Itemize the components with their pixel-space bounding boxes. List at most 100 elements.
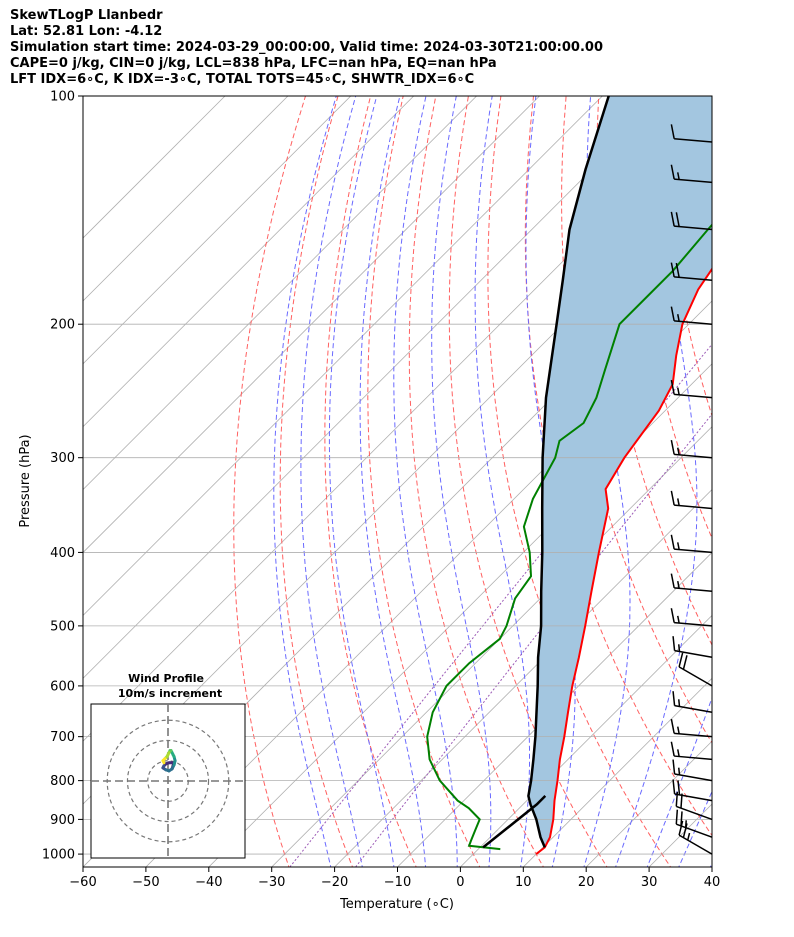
moist-adiabat-line — [359, 96, 427, 867]
barb-staff — [674, 793, 713, 802]
y-axis-ticks: 1000 900 800 700 600 500 400 300 200 100 — [42, 90, 83, 863]
barb-staff — [678, 834, 713, 855]
barb-staff — [674, 704, 713, 713]
barb-full-flag — [675, 212, 680, 227]
wind-barb — [670, 164, 713, 184]
wind-barb — [670, 211, 713, 231]
y-tick-label: 1000 — [42, 848, 75, 863]
moist-adiabat-line — [328, 96, 395, 867]
x-tick-label: 20 — [578, 875, 595, 890]
wind-barb — [670, 306, 713, 325]
shaded-area — [528, 96, 712, 855]
isotherm-line — [83, 96, 226, 239]
barb-full-flag — [680, 811, 683, 826]
wind-barb — [670, 490, 713, 510]
barb-staff — [674, 393, 713, 399]
barb-staff — [674, 225, 713, 231]
y-tick-label: 900 — [50, 813, 75, 828]
y-tick-label: 200 — [50, 318, 75, 333]
barb-half-flag — [677, 726, 680, 734]
x-tick-label: 40 — [704, 875, 721, 890]
moist-adiabat-line — [709, 862, 712, 867]
barb-full-flag — [670, 262, 675, 278]
dry-adiabat-line — [408, 96, 544, 867]
barb-staff — [674, 621, 713, 627]
wind-barb — [670, 379, 713, 399]
x-tick-label: −50 — [132, 875, 159, 890]
moist-adiabat-line — [474, 96, 530, 867]
wind-barb — [672, 779, 713, 802]
dry-adiabat-line — [663, 96, 712, 418]
hodograph-title: Wind Profile — [128, 672, 204, 685]
barb-full-flag — [675, 262, 680, 278]
barb-staff — [674, 649, 713, 658]
isotherm-line — [271, 426, 712, 867]
hodograph-rings — [91, 704, 245, 858]
wind-barb — [672, 636, 713, 658]
wind-barb — [670, 741, 713, 761]
moist-adiabat-line — [615, 96, 698, 867]
x-tick-label: 10 — [515, 875, 532, 890]
barb-full-flag — [678, 820, 684, 836]
x-tick-label: 30 — [641, 875, 658, 890]
barb-full-flag — [670, 306, 675, 322]
isotherm-line — [83, 96, 603, 616]
barb-full-flag — [670, 718, 675, 734]
moist-adiabat-line — [393, 96, 458, 867]
dry-adiabat-line — [762, 96, 794, 870]
x-tick-label: −40 — [195, 875, 222, 890]
dry-adiabat-line — [367, 96, 481, 867]
wind-barb — [678, 820, 713, 855]
isotherm-line — [83, 96, 352, 365]
barb-staff — [674, 276, 713, 281]
barb-full-flag — [670, 124, 675, 139]
barb-full-flag — [670, 608, 675, 623]
location-info: Lat: 52.81 Lon: -4.12 — [10, 24, 163, 39]
hodograph-segment — [161, 759, 166, 765]
hodograph-trace — [161, 749, 177, 773]
barb-full-flag — [670, 164, 675, 180]
wind-barb — [670, 262, 713, 281]
barb-full-flag — [670, 211, 675, 227]
barb-staff — [674, 504, 713, 510]
barb-staff — [674, 453, 713, 459]
y-axis-label: Pressure (hPa) — [18, 434, 33, 527]
barb-staff — [676, 823, 713, 838]
cape-cin-shading — [528, 96, 712, 855]
moist-adiabat-line — [273, 96, 337, 867]
barb-full-flag — [670, 379, 675, 395]
barb-full-flag — [672, 691, 676, 706]
wind-barb — [670, 573, 713, 592]
x-tick-label: −10 — [384, 875, 411, 890]
isotherm-line — [83, 96, 541, 554]
barb-staff — [674, 137, 713, 143]
barb-half-flag — [677, 581, 680, 589]
wind-barb — [670, 124, 713, 143]
isotherm-line — [83, 96, 478, 491]
parcel-dry-branch-line — [482, 795, 547, 849]
dry-adiabat-line — [524, 96, 712, 837]
barb-full-flag — [670, 573, 675, 589]
chart-title: SkewTLogP Llanbedr — [10, 8, 163, 23]
barb-full-flag — [670, 741, 675, 757]
barb-full-flag — [672, 779, 676, 795]
barb-half-flag — [684, 820, 687, 828]
y-tick-label: 100 — [50, 90, 75, 105]
wind-barb — [672, 691, 713, 713]
isotherm-line — [334, 489, 712, 867]
dry-adiabat-line — [448, 96, 608, 867]
barb-staff — [674, 773, 713, 782]
isotherm-line — [83, 96, 666, 679]
barb-half-flag — [687, 832, 691, 841]
barb-full-flag — [670, 439, 675, 455]
barb-full-flag — [670, 534, 675, 550]
x-tick-label: −30 — [258, 875, 285, 890]
barb-staff — [674, 755, 713, 761]
dry-adiabats — [233, 96, 794, 870]
isotherm-line — [711, 866, 712, 867]
moist-adiabats — [273, 96, 712, 867]
hodograph-inset: Wind Profile 10m/s increment — [90, 672, 246, 859]
barb-full-flag — [677, 780, 681, 795]
isotherm-line — [83, 96, 289, 302]
